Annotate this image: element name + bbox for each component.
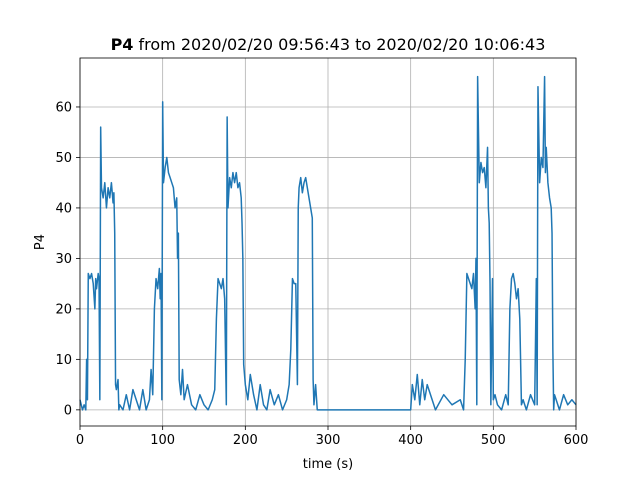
title-bold: P4	[111, 35, 134, 54]
x-tick-label: 600	[564, 433, 589, 448]
y-tick-label: 30	[55, 252, 72, 267]
x-tick-label: 400	[398, 433, 423, 448]
y-tick-label: 60	[55, 100, 72, 115]
y-tick-label: 50	[55, 151, 72, 166]
y-axis-label: P4	[33, 234, 48, 250]
data-line	[79, 75, 577, 411]
x-axis-label: time (s)	[303, 457, 353, 472]
chart-title: P4 from 2020/02/20 09:56:43 to 2020/02/2…	[111, 35, 546, 54]
ticks: 0 100 200 300 400 500 600 0 10 20 30 40 50 60	[55, 100, 588, 448]
title-text: from 2020/02/20 09:56:43 to 2020/02/20 1…	[139, 35, 546, 54]
x-tick-label: 500	[481, 433, 506, 448]
y-tick-label: 40	[55, 201, 72, 216]
x-tick-label: 100	[150, 433, 175, 448]
y-tick-label: 20	[55, 302, 72, 317]
x-tick-label: 300	[316, 433, 341, 448]
x-tick-label: 0	[76, 433, 84, 448]
plot	[79, 75, 577, 411]
x-tick-label: 200	[233, 433, 258, 448]
y-tick-label: 0	[64, 403, 72, 418]
y-tick-label: 10	[55, 353, 72, 368]
